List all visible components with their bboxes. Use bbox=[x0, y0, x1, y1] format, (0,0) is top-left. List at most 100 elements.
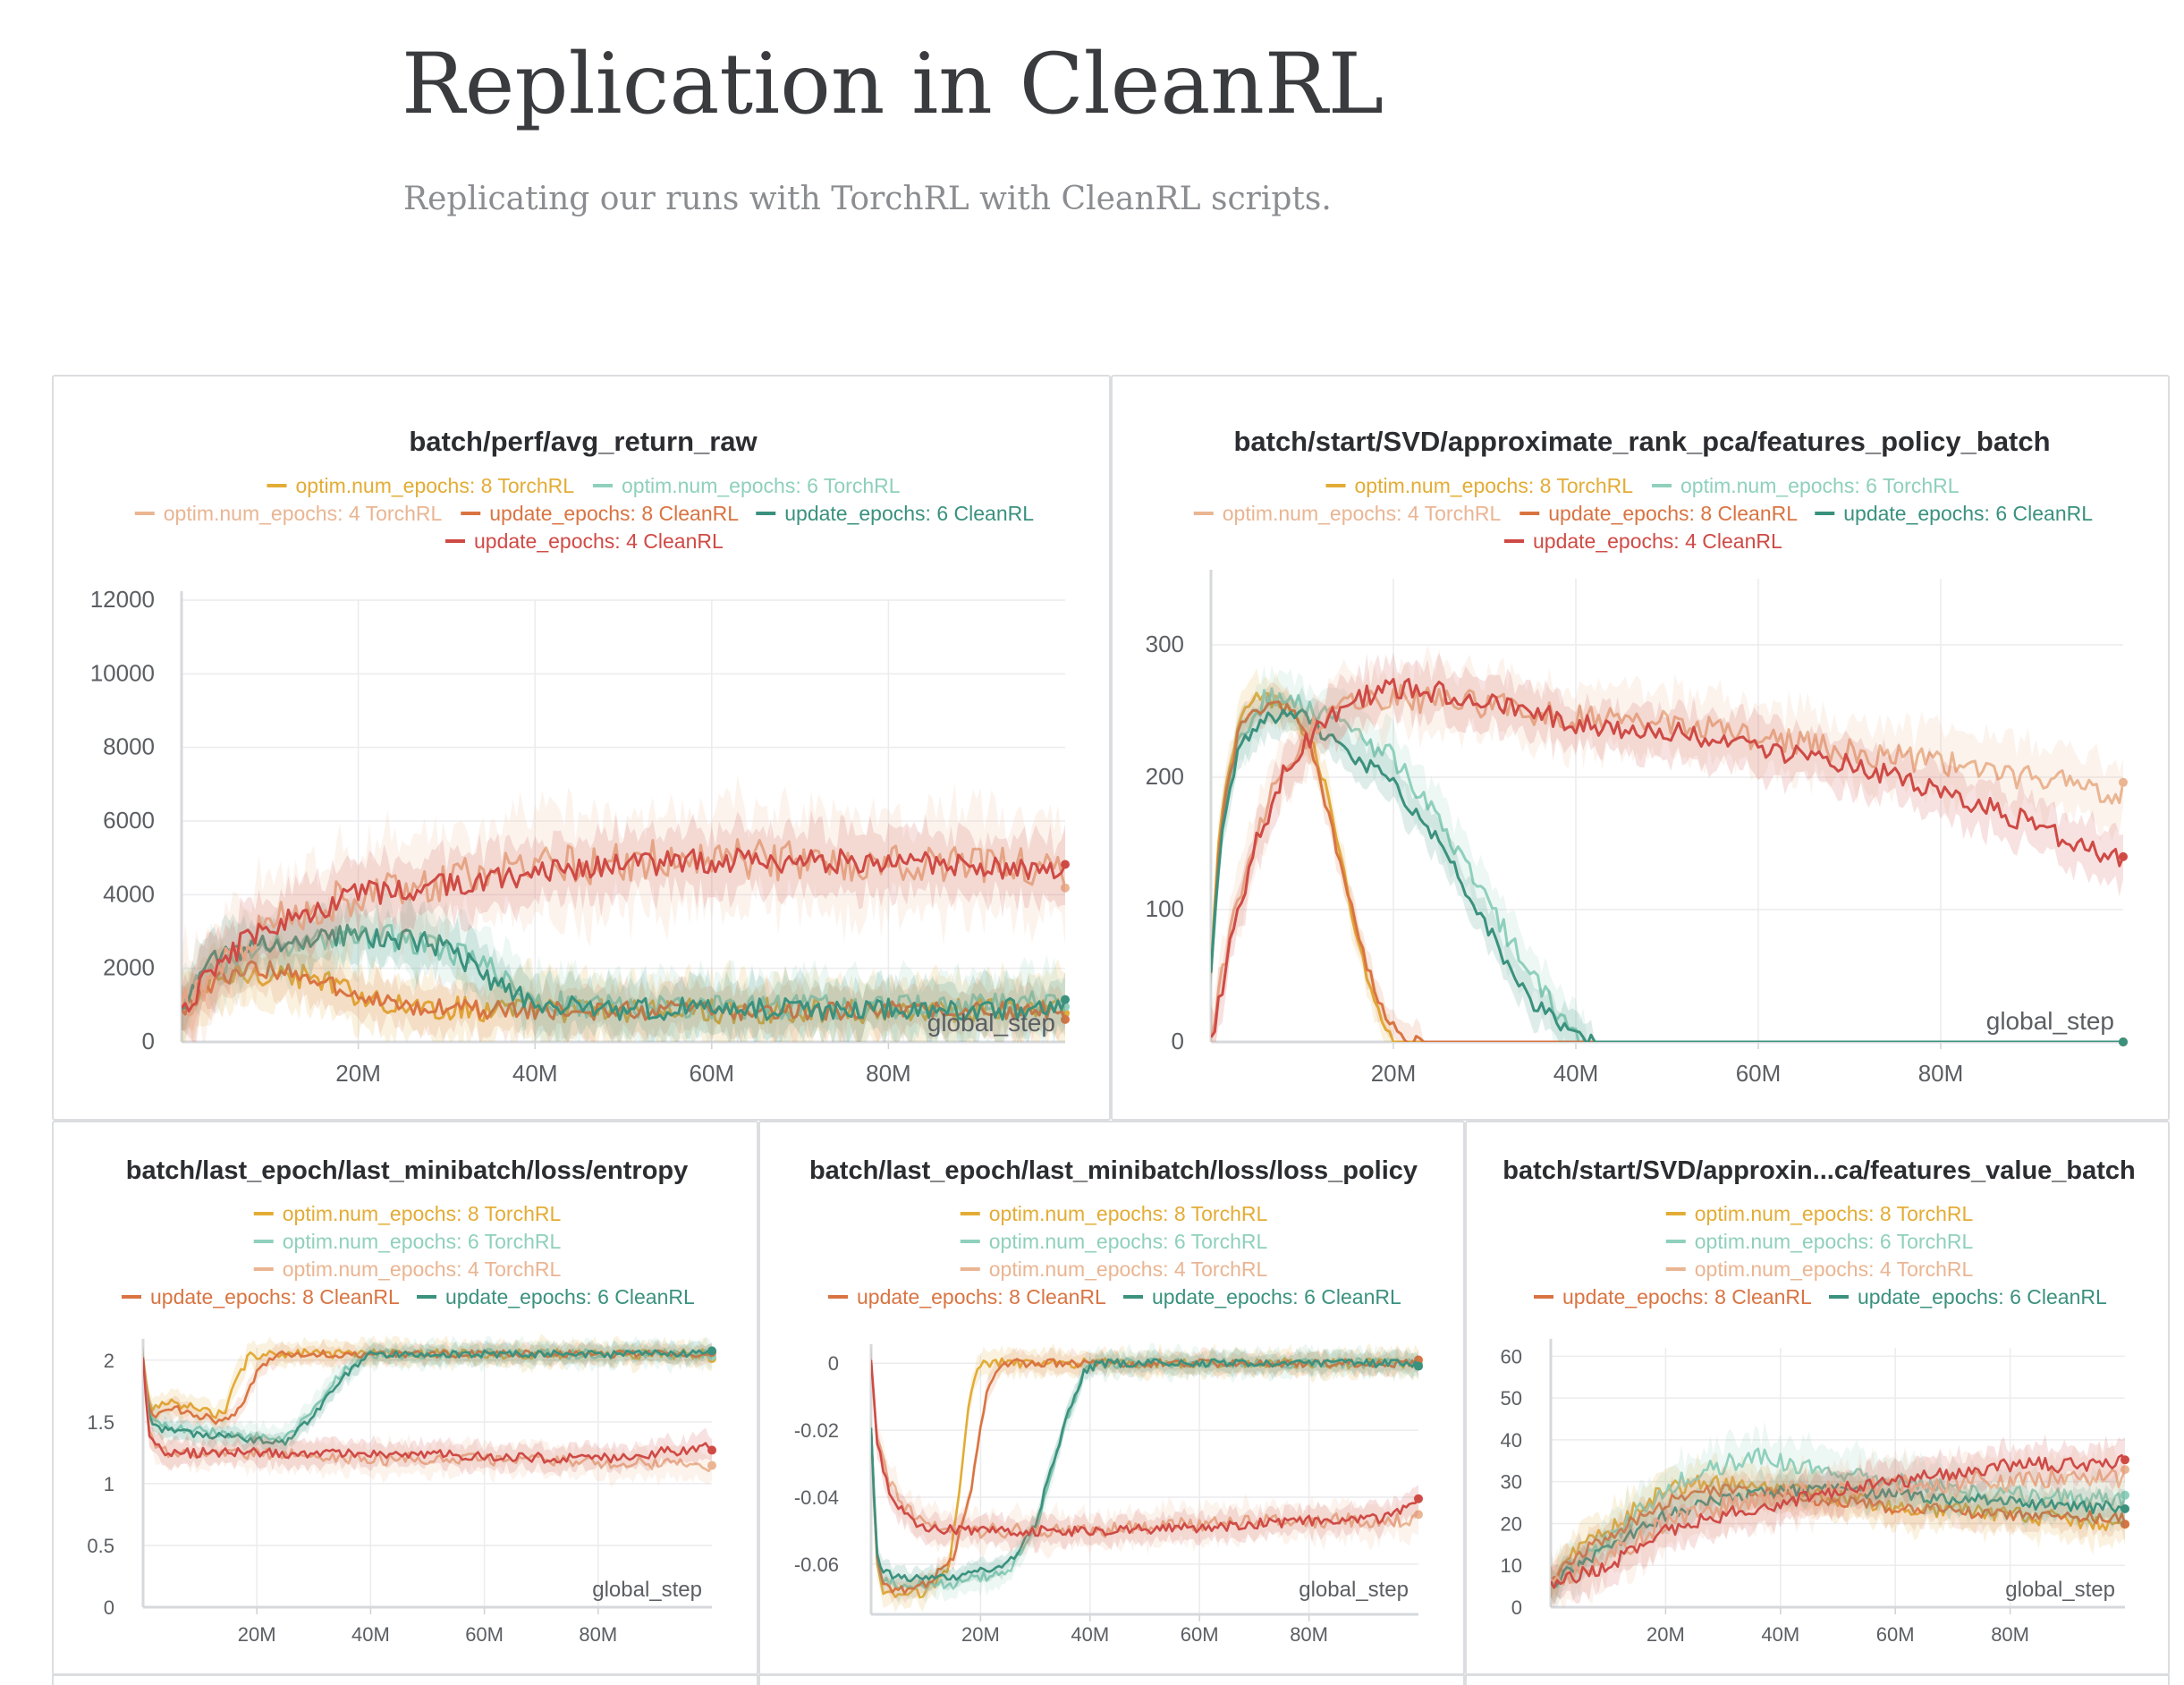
series-group bbox=[1551, 1467, 2125, 1605]
legend-row: optim.num_epochs: 4 TorchRL update_epochs… bbox=[134, 502, 1034, 525]
panel-features-policy[interactable]: batch/start/SVD/approximate_rank_pca/fea… bbox=[1111, 375, 2170, 1121]
legend-item[interactable]: optim.num_epochs: 4 TorchRL bbox=[134, 502, 443, 525]
chart-title: batch/start/SVD/approxin...ca/features_v… bbox=[1503, 1156, 2136, 1185]
series-line bbox=[182, 924, 1065, 1021]
legend-label: optim.num_epochs: 6 TorchRL bbox=[283, 1230, 562, 1253]
y-tick-label: 30 bbox=[1501, 1471, 1522, 1494]
legend-item[interactable]: optim.num_epochs: 6 TorchRL bbox=[253, 1230, 562, 1253]
x-tick-label: 60M bbox=[1736, 1060, 1782, 1087]
x-tick-label: 20M bbox=[335, 1060, 381, 1087]
legend-item[interactable]: update_epochs: 6 CleanRL bbox=[417, 1285, 695, 1308]
series-group bbox=[1211, 682, 2123, 1042]
legend-item[interactable]: optim.num_epochs: 8 TorchRL bbox=[1665, 1202, 1974, 1225]
series-group bbox=[1211, 668, 2123, 1042]
series-line bbox=[871, 1359, 1418, 1537]
chart-svg: batch/perf/avg_return_raw optim.num_epoch… bbox=[90, 426, 1070, 1087]
legend-item[interactable]: update_epochs: 6 CleanRL bbox=[1829, 1285, 2107, 1308]
legend-item[interactable]: update_epochs: 8 CleanRL bbox=[1534, 1285, 1812, 1308]
legend-item[interactable]: update_epochs: 4 CleanRL bbox=[1504, 529, 1782, 553]
series-group bbox=[143, 1338, 712, 1432]
y-tick-label: 100 bbox=[1146, 895, 1184, 922]
x-axis-label: global_step bbox=[592, 1578, 702, 1602]
x-tick-label: 80M bbox=[1991, 1623, 2029, 1646]
legend-item[interactable]: update_epochs: 8 CleanRL bbox=[122, 1285, 400, 1308]
series-line bbox=[1211, 677, 2123, 1038]
legend-item[interactable]: optim.num_epochs: 4 TorchRL bbox=[253, 1257, 562, 1281]
series-band bbox=[1211, 682, 2123, 1042]
series-line bbox=[1211, 687, 2123, 1042]
legend-item[interactable]: optim.num_epochs: 6 TorchRL bbox=[593, 474, 901, 497]
series-line bbox=[1551, 1453, 2125, 1589]
panel-loss-policy[interactable]: batch/last_epoch/last_minibatch/loss/los… bbox=[758, 1121, 1465, 1675]
legend-row: optim.num_epochs: 4 TorchRL bbox=[960, 1257, 1268, 1281]
x-tick-label: 80M bbox=[1918, 1060, 1964, 1087]
legend-item[interactable]: optim.num_epochs: 6 TorchRL bbox=[1665, 1230, 1974, 1253]
y-tick-label: 0 bbox=[104, 1596, 114, 1619]
chart-svg: batch/last_epoch/last_minibatch/loss/ent… bbox=[87, 1156, 716, 1646]
legend-row: optim.num_epochs: 8 TorchRL optim.num_epo… bbox=[1325, 474, 1960, 497]
series-band bbox=[1551, 1439, 2125, 1607]
series-band bbox=[1211, 645, 2123, 1042]
chart-svg: batch/last_epoch/last_minibatch/loss/los… bbox=[794, 1156, 1423, 1646]
legend-label: optim.num_epochs: 8 TorchRL bbox=[296, 474, 575, 497]
legend-item[interactable]: update_epochs: 6 CleanRL bbox=[756, 502, 1034, 525]
panel-features-value[interactable]: batch/start/SVD/approxin...ca/features_v… bbox=[1465, 1121, 2170, 1675]
y-tick-label: 0 bbox=[142, 1028, 155, 1054]
legend-item[interactable]: optim.num_epochs: 8 TorchRL bbox=[1325, 474, 1634, 497]
legend-item[interactable]: update_epochs: 4 CleanRL bbox=[445, 529, 724, 553]
series-group bbox=[1211, 665, 2123, 1042]
legend-item[interactable]: update_epochs: 8 CleanRL bbox=[828, 1285, 1106, 1308]
legend-item[interactable]: optim.num_epochs: 6 TorchRL bbox=[1652, 474, 1960, 497]
legend-label: update_epochs: 8 CleanRL bbox=[1548, 502, 1798, 525]
legend-item[interactable]: update_epochs: 6 CleanRL bbox=[1123, 1285, 1401, 1308]
series-line bbox=[871, 1358, 1418, 1595]
legend-label: optim.num_epochs: 4 TorchRL bbox=[1223, 502, 1502, 525]
x-tick-label: 40M bbox=[1071, 1623, 1109, 1646]
series-band bbox=[1551, 1467, 2125, 1605]
legend-label: update_epochs: 4 CleanRL bbox=[474, 529, 724, 553]
legend-label: update_epochs: 8 CleanRL bbox=[1562, 1285, 1812, 1308]
y-tick-label: 0 bbox=[1511, 1596, 1522, 1619]
y-tick-label: -0.06 bbox=[794, 1554, 839, 1576]
legend-item[interactable]: update_epochs: 6 CleanRL bbox=[1815, 502, 2093, 525]
y-tick-label: -0.04 bbox=[794, 1486, 839, 1509]
legend-item[interactable]: update_epochs: 8 CleanRL bbox=[461, 502, 739, 525]
x-tick-label: 20M bbox=[961, 1623, 1000, 1646]
legend-row: optim.num_epochs: 8 TorchRL optim.num_epo… bbox=[267, 474, 901, 497]
legend-item[interactable]: optim.num_epochs: 8 TorchRL bbox=[267, 474, 575, 497]
legend-row: optim.num_epochs: 4 TorchRL bbox=[253, 1257, 562, 1281]
x-tick-label: 20M bbox=[238, 1623, 276, 1646]
x-axis-label: global_step bbox=[927, 1009, 1055, 1037]
series-band bbox=[143, 1338, 712, 1432]
legend-item[interactable]: update_epochs: 8 CleanRL bbox=[1519, 502, 1798, 525]
legend-label: optim.num_epochs: 4 TorchRL bbox=[989, 1257, 1268, 1281]
y-tick-label: 1.5 bbox=[87, 1411, 114, 1434]
x-tick-label: 60M bbox=[1876, 1623, 1915, 1646]
panel-entropy[interactable]: batch/last_epoch/last_minibatch/loss/ent… bbox=[52, 1121, 758, 1675]
series-line bbox=[182, 847, 1065, 1013]
y-tick-label: 0 bbox=[828, 1352, 839, 1375]
x-tick-label: 80M bbox=[866, 1060, 911, 1087]
series-endpoint bbox=[1414, 1510, 1423, 1520]
panel-avg-return[interactable]: batch/perf/avg_return_raw optim.num_epoch… bbox=[52, 375, 1111, 1121]
series-endpoint bbox=[2119, 1037, 2128, 1046]
legend-item[interactable]: optim.num_epochs: 6 TorchRL bbox=[960, 1230, 1268, 1253]
legend-item[interactable]: optim.num_epochs: 8 TorchRL bbox=[960, 1202, 1268, 1225]
legend-item[interactable]: optim.num_epochs: 4 TorchRL bbox=[1665, 1257, 1974, 1281]
legend-row: optim.num_epochs: 6 TorchRL bbox=[253, 1230, 562, 1253]
y-tick-label: 300 bbox=[1146, 631, 1184, 657]
series-line bbox=[143, 1357, 712, 1464]
series-line bbox=[143, 1349, 712, 1446]
legend-item[interactable]: optim.num_epochs: 4 TorchRL bbox=[1193, 502, 1502, 525]
legend-label: optim.num_epochs: 8 TorchRL bbox=[283, 1202, 562, 1225]
series-endpoint bbox=[707, 1461, 716, 1470]
legend-row: optim.num_epochs: 8 TorchRL bbox=[1665, 1202, 1974, 1225]
legend-item[interactable]: optim.num_epochs: 8 TorchRL bbox=[253, 1202, 562, 1225]
legend-row: update_epochs: 8 CleanRL update_epochs: 6… bbox=[828, 1285, 1401, 1308]
series-endpoint bbox=[1061, 1014, 1070, 1024]
series-line bbox=[871, 1358, 1418, 1583]
y-tick-label: 2 bbox=[104, 1350, 114, 1372]
legend-label: update_epochs: 6 CleanRL bbox=[1858, 1285, 2107, 1308]
legend-label: optim.num_epochs: 6 TorchRL bbox=[1680, 474, 1960, 497]
legend-item[interactable]: optim.num_epochs: 4 TorchRL bbox=[960, 1257, 1268, 1281]
